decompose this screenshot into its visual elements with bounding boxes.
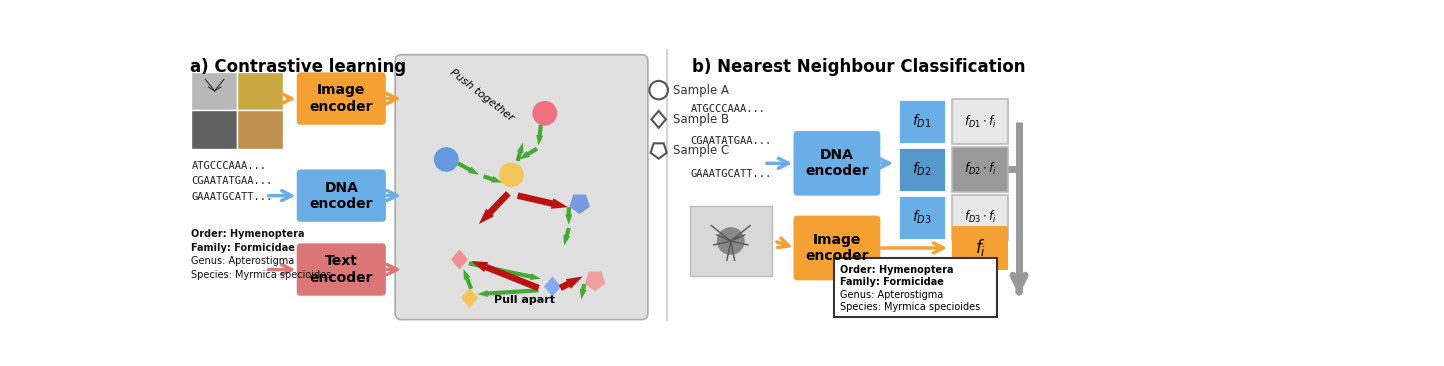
Polygon shape — [580, 284, 586, 299]
Text: $f_{D2} \cdot f_i$: $f_{D2} \cdot f_i$ — [965, 161, 996, 178]
Text: Image
encoder: Image encoder — [806, 233, 869, 263]
Text: Genus: Apterostigma: Genus: Apterostigma — [192, 257, 295, 266]
Circle shape — [716, 227, 745, 255]
Text: Pull apart: Pull apart — [494, 295, 556, 305]
Bar — [192, 110, 237, 149]
Polygon shape — [516, 142, 524, 161]
Polygon shape — [461, 288, 478, 308]
Polygon shape — [517, 193, 567, 209]
Circle shape — [500, 163, 524, 187]
Bar — [953, 195, 1008, 239]
Polygon shape — [464, 269, 474, 290]
FancyBboxPatch shape — [396, 55, 648, 320]
Text: ATGCCCAAA...: ATGCCCAAA... — [690, 104, 765, 114]
FancyBboxPatch shape — [794, 216, 881, 280]
Text: $f_{D3}$: $f_{D3}$ — [913, 209, 931, 226]
Text: $f_{D3} \cdot f_i$: $f_{D3} \cdot f_i$ — [965, 209, 996, 225]
Polygon shape — [479, 191, 511, 224]
Text: Order: Hymenoptera: Order: Hymenoptera — [192, 229, 305, 239]
Polygon shape — [451, 250, 468, 269]
Text: CGAATATGAA...: CGAATATGAA... — [690, 136, 771, 146]
Text: b) Nearest Neighbour Classification: b) Nearest Neighbour Classification — [692, 58, 1025, 76]
Polygon shape — [482, 174, 503, 183]
Polygon shape — [544, 276, 562, 296]
Circle shape — [435, 147, 459, 172]
Bar — [192, 72, 237, 110]
Text: CGAATATGAA...: CGAATATGAA... — [192, 176, 273, 186]
Polygon shape — [569, 195, 591, 214]
FancyBboxPatch shape — [297, 72, 386, 125]
Bar — [898, 99, 946, 144]
FancyBboxPatch shape — [297, 169, 386, 222]
Polygon shape — [585, 272, 605, 291]
Text: Order: Hymenoptera: Order: Hymenoptera — [840, 265, 953, 275]
Text: DNA
encoder: DNA encoder — [806, 148, 869, 178]
FancyBboxPatch shape — [297, 243, 386, 296]
Text: $f_{D1} \cdot f_i$: $f_{D1} \cdot f_i$ — [965, 113, 996, 130]
Bar — [237, 72, 283, 110]
Text: Family: Formicidae: Family: Formicidae — [840, 277, 944, 287]
FancyBboxPatch shape — [794, 131, 881, 195]
Text: GAAATGCATT...: GAAATGCATT... — [690, 169, 771, 179]
Polygon shape — [468, 261, 542, 280]
Polygon shape — [565, 207, 572, 225]
Text: Genus: Apterostigma: Genus: Apterostigma — [840, 290, 943, 299]
Bar — [690, 206, 773, 276]
Polygon shape — [456, 161, 479, 175]
Text: $f_{D1}$: $f_{D1}$ — [913, 113, 931, 130]
Circle shape — [533, 101, 557, 126]
Polygon shape — [563, 227, 570, 246]
Text: Sample A: Sample A — [673, 83, 729, 97]
Bar — [898, 147, 946, 192]
Polygon shape — [559, 276, 583, 291]
Text: $f_i$: $f_i$ — [975, 238, 986, 258]
Text: ATGCCCAAA...: ATGCCCAAA... — [192, 161, 266, 171]
Text: Sample B: Sample B — [673, 113, 729, 126]
Text: Sample C: Sample C — [673, 144, 729, 157]
Text: $f_{D2}$: $f_{D2}$ — [913, 161, 931, 178]
Text: Text
encoder: Text encoder — [309, 254, 373, 285]
Bar — [833, 258, 996, 317]
Polygon shape — [478, 288, 539, 297]
Bar — [237, 110, 283, 149]
Text: Image
encoder: Image encoder — [309, 83, 373, 114]
Text: DNA
encoder: DNA encoder — [309, 180, 373, 211]
Text: Push together: Push together — [448, 68, 516, 123]
Bar — [953, 226, 1008, 270]
Polygon shape — [471, 261, 540, 291]
Bar — [953, 99, 1008, 144]
Bar — [953, 147, 1008, 192]
Text: GAAATGCATT...: GAAATGCATT... — [192, 192, 273, 202]
Polygon shape — [520, 147, 539, 160]
Text: a) Contrastive learning: a) Contrastive learning — [189, 58, 406, 76]
Polygon shape — [536, 124, 543, 146]
Text: Species: Myrmica specioides: Species: Myrmica specioides — [192, 270, 332, 280]
Text: Family: Formicidae: Family: Formicidae — [192, 243, 295, 253]
Text: Species: Myrmica specioides: Species: Myrmica specioides — [840, 302, 980, 312]
Bar — [898, 195, 946, 239]
